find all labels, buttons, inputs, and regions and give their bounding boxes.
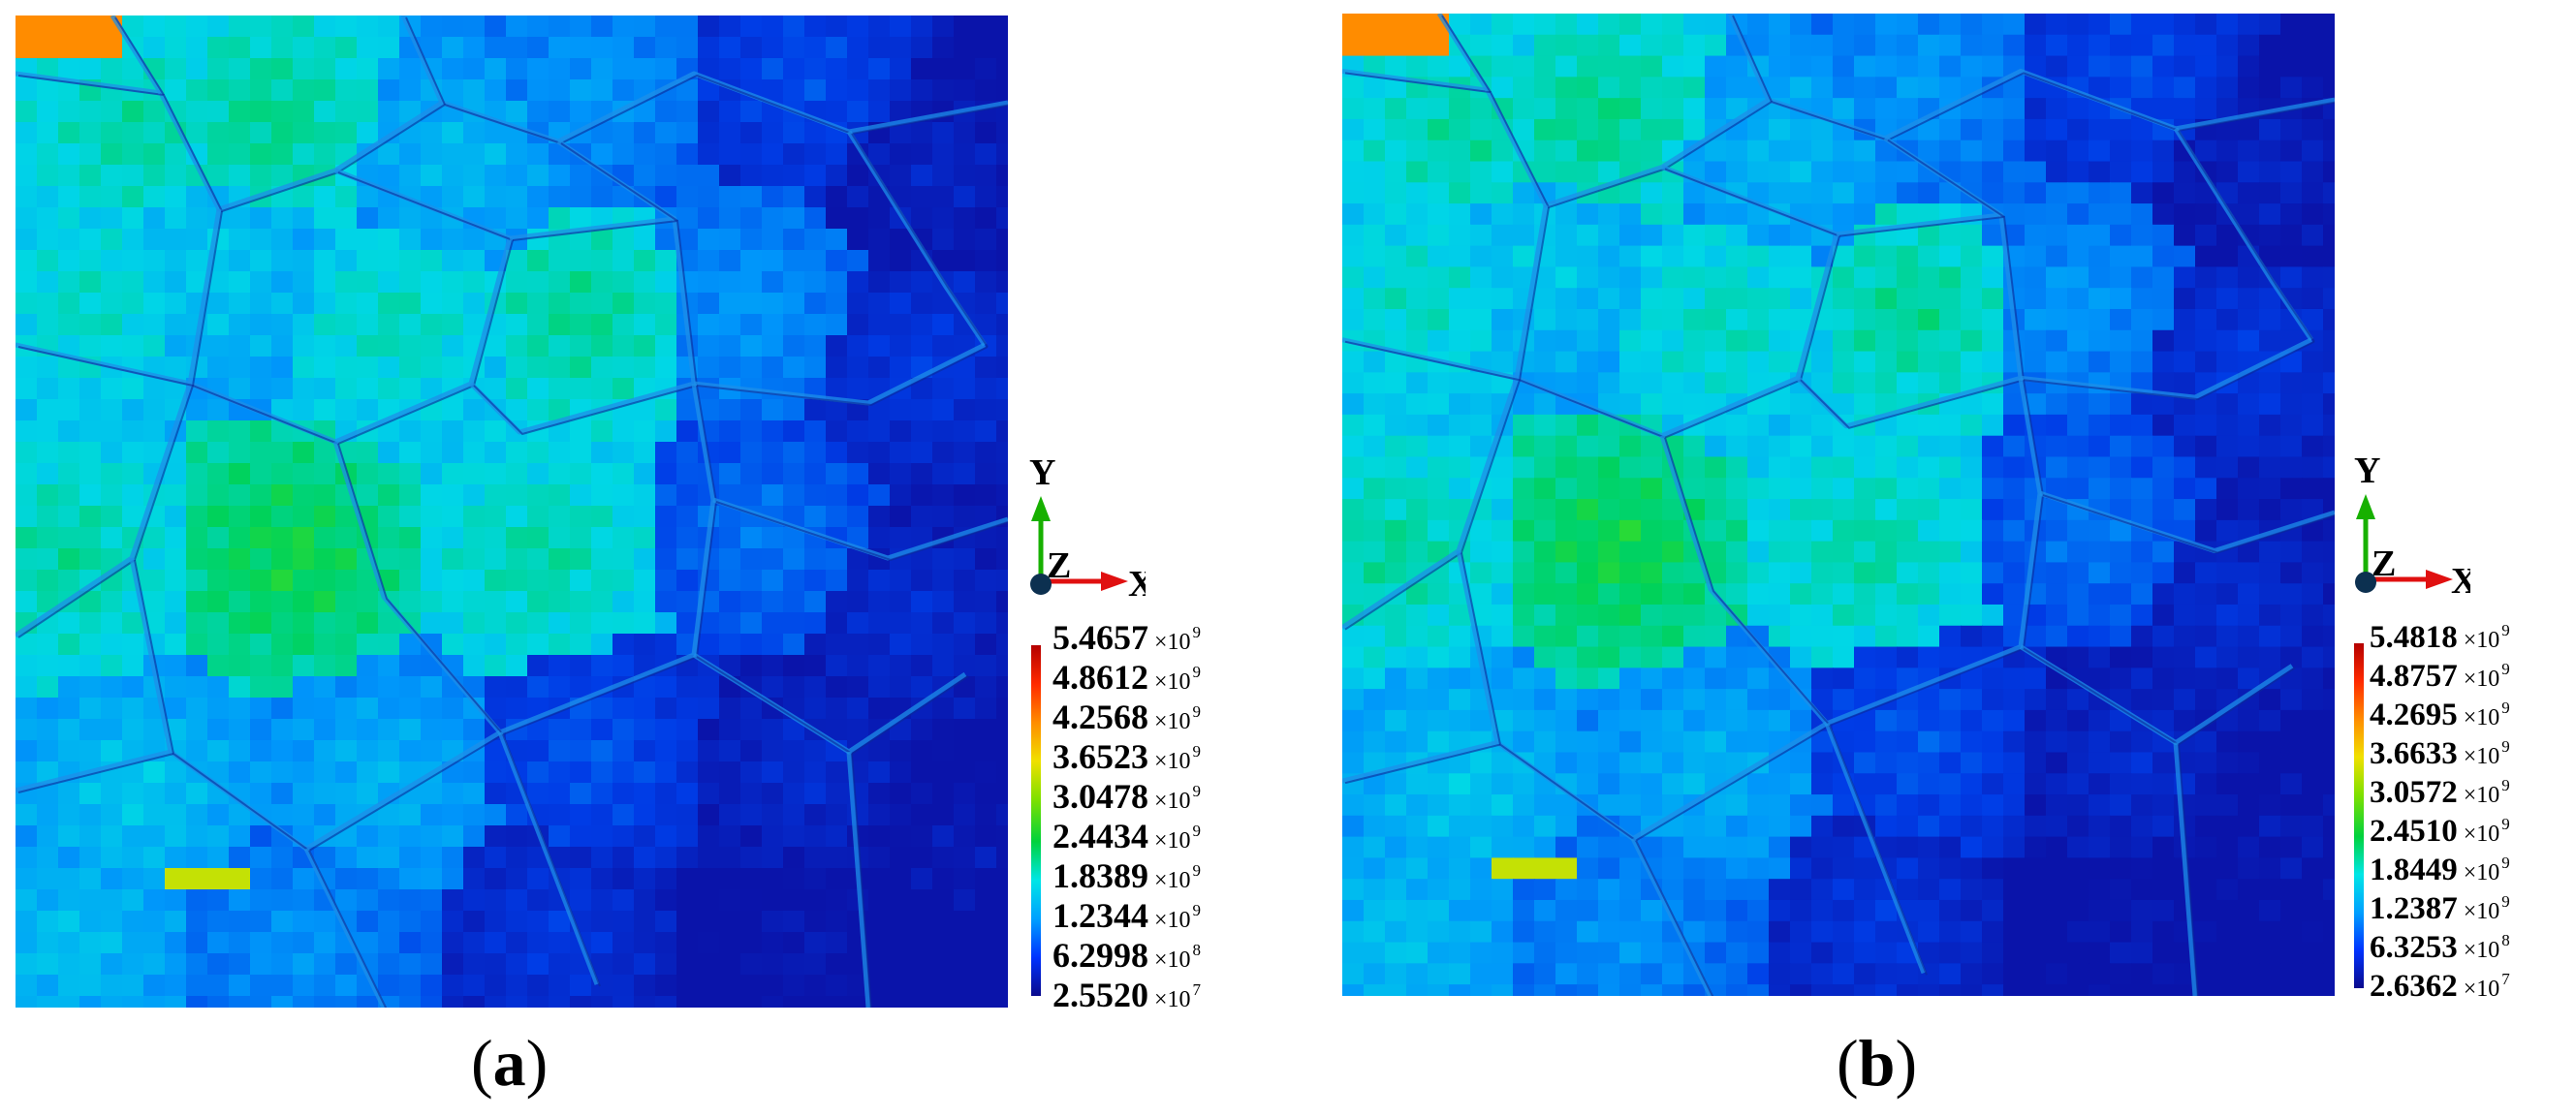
panel-b: Y Z X 5.4818 ×10 9 4.8757 ×10 9 4.2695 ×10 9 3… (1288, 0, 2576, 1118)
legend-row: 3.6523 ×10 9 (1052, 737, 1202, 776)
legend-row: 1.8449 ×10 9 (2370, 853, 2510, 887)
x-axis-label: X (1128, 564, 1146, 605)
color-legend: 5.4657 ×10 9 4.8612 ×10 9 4.2568 ×10 9 3.6523 ×… (1031, 612, 1283, 1014)
x-axis-label: X (2451, 561, 2470, 602)
coordinate-triad: Y Z X (1020, 446, 1154, 610)
grain-boundaries (16, 16, 1008, 1008)
y-arrowhead-icon (1031, 496, 1051, 521)
legend-row: 2.4510 ×10 9 (2370, 814, 2510, 849)
stress-field-image (1342, 14, 2335, 996)
legend-row: 1.2387 ×10 9 (2370, 891, 2510, 926)
grain-boundaries (1342, 14, 2335, 996)
legend-row: 5.4657 ×10 9 (1052, 618, 1202, 657)
z-axis-dot-icon (1030, 574, 1052, 595)
legend-row: 3.0478 ×10 9 (1052, 777, 1202, 816)
y-axis-label: Y (1029, 452, 1055, 493)
legend-row: 2.4434 ×10 9 (1052, 817, 1202, 855)
y-axis-label: Y (2354, 450, 2380, 491)
legend-row: 6.2998 ×10 8 (1052, 936, 1202, 975)
panel-a: Y Z X 5.4657 ×10 9 4.8612 ×10 9 4.2568 ×10 9 3… (16, 16, 1283, 1100)
z-axis-label: Z (1047, 545, 1071, 586)
legend-row: 3.6633 ×10 9 (2370, 736, 2510, 771)
legend-row: 5.4818 ×10 9 (2370, 620, 2510, 655)
legend-row: 1.2344 ×10 9 (1052, 896, 1202, 935)
x-arrowhead-icon (2426, 570, 2453, 589)
color-legend: 5.4818 ×10 9 4.8757 ×10 9 4.2695 ×10 9 3.6633 ×… (2354, 610, 2575, 1008)
legend-row: 1.8389 ×10 9 (1052, 856, 1202, 895)
legend-row: 2.5520 ×10 7 (1052, 976, 1202, 1014)
legend-row: 4.2568 ×10 9 (1052, 698, 1202, 736)
legend-row: 2.6362 ×10 7 (2370, 969, 2510, 1004)
legend-row: 4.8757 ×10 9 (2370, 659, 2510, 694)
z-axis-dot-icon (2355, 572, 2376, 593)
legend-row: 4.8612 ×10 9 (1052, 658, 1202, 697)
x-arrowhead-icon (1101, 572, 1128, 591)
stress-contour-map (16, 16, 1008, 1008)
colorbar (1031, 645, 1041, 996)
stress-contour-map (1342, 14, 2335, 996)
panel-caption: (b) (1837, 1026, 1918, 1100)
stress-field-image (16, 16, 1008, 1008)
legend-row: 3.0572 ×10 9 (2370, 775, 2510, 810)
z-axis-label: Z (2372, 543, 2396, 584)
coordinate-triad: Y Z X (2344, 444, 2477, 608)
legend-row: 4.2695 ×10 9 (2370, 698, 2510, 732)
legend-row: 6.3253 ×10 8 (2370, 930, 2510, 965)
y-arrowhead-icon (2356, 494, 2375, 519)
panel-caption: (a) (471, 1026, 549, 1100)
colorbar (2354, 643, 2364, 988)
